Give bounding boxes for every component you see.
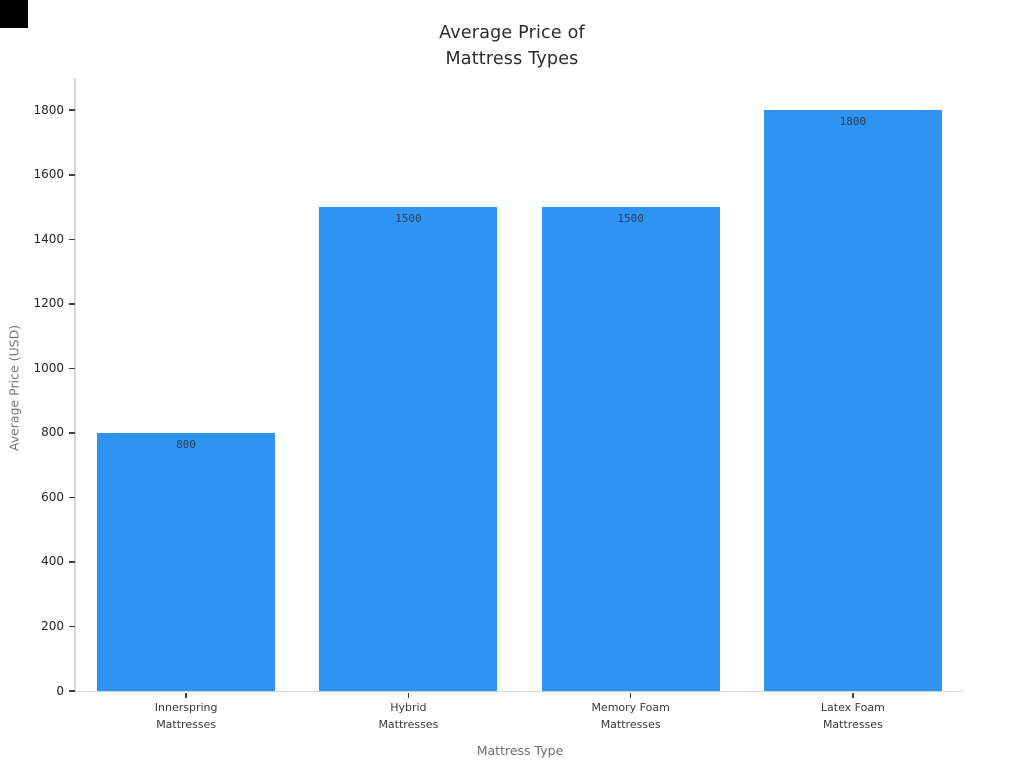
bar-0 (97, 432, 276, 691)
x-axis-spine (74, 690, 964, 692)
bar-3 (763, 110, 942, 691)
y-tick-label: 600 (41, 489, 64, 504)
y-tick-mark (69, 173, 75, 176)
y-tick-mark (69, 561, 75, 563)
x-axis-title: Mattress Type (476, 743, 564, 758)
x-tick-mark (852, 692, 854, 698)
y-tick-label: 1200 (33, 296, 64, 311)
x-category-label: Latex Foam Mattresses (820, 701, 885, 731)
y-tick-mark (69, 625, 75, 628)
y-tick-label: 400 (41, 554, 64, 569)
y-tick-mark (69, 690, 75, 692)
bar-2 (541, 207, 720, 691)
bar-1 (319, 207, 498, 691)
y-axis-spine (74, 78, 76, 692)
y-tick-label: 1800 (33, 102, 64, 117)
bar-value-label: 1800 (839, 115, 867, 129)
x-category-label: Hybrid Mattresses (378, 701, 439, 731)
y-tick-mark (69, 496, 75, 499)
bar-value-label: 1500 (395, 212, 422, 226)
y-tick-mark (69, 367, 75, 370)
y-tick-label: 1600 (33, 167, 64, 182)
x-tick-mark (629, 692, 632, 698)
x-tick-mark (185, 692, 187, 698)
bar-value-label: 1500 (617, 212, 644, 226)
y-tick-mark (69, 303, 75, 305)
y-tick-label: 1400 (33, 231, 64, 246)
y-tick-mark (69, 432, 75, 434)
chart-title: Average Price of Mattress Types (439, 23, 585, 69)
y-tick-label: 1000 (33, 360, 64, 375)
x-category-label: Innerspring Mattresses (154, 701, 218, 731)
y-tick-mark (69, 238, 75, 241)
corner-square-artifact (0, 0, 28, 28)
y-tick-label: 0 (56, 683, 64, 698)
y-tick-label: 800 (41, 425, 64, 440)
y-tick-label: 200 (41, 618, 64, 633)
x-tick-mark (407, 692, 410, 698)
y-tick-mark (69, 109, 75, 112)
bar-value-label: 800 (176, 437, 197, 451)
x-category-label: Memory Foam Mattresses (591, 701, 670, 731)
